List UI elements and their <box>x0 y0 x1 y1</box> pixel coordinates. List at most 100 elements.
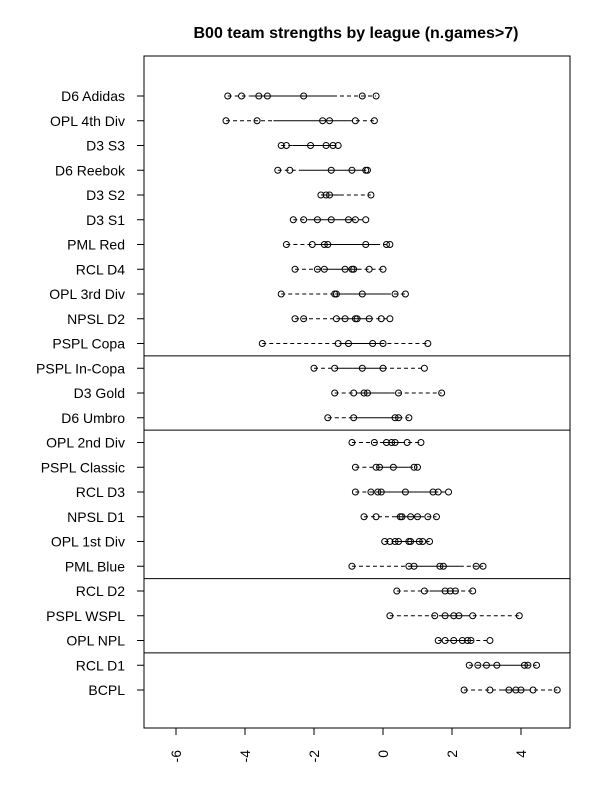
data-point <box>386 315 394 323</box>
data-point <box>424 513 432 521</box>
y-tick-label: D3 S1 <box>86 212 125 228</box>
data-point <box>363 166 371 174</box>
x-tick-label: 4 <box>513 750 529 758</box>
data-point <box>358 290 366 298</box>
data-point <box>372 513 380 521</box>
data-point <box>358 364 366 372</box>
data-point <box>520 661 528 669</box>
data-point <box>331 364 339 372</box>
data-point <box>377 488 385 496</box>
data-point <box>334 142 342 149</box>
y-tick-label: D6 Umbro <box>61 410 125 426</box>
data-point <box>324 414 332 422</box>
data-point <box>451 587 459 595</box>
data-point <box>345 340 352 347</box>
league-row-opl-3rd-div: OPL 3rd Div <box>49 286 409 302</box>
league-row-d6-adidas: D6 Adidas <box>61 88 380 104</box>
data-point <box>414 463 421 471</box>
data-point <box>512 686 520 694</box>
data-point <box>322 142 330 149</box>
y-tick-label: PSPL In-Copa <box>36 360 125 376</box>
y-tick-label: PSPL WSPL <box>46 608 125 624</box>
data-point <box>436 562 444 570</box>
data-point <box>360 389 368 397</box>
data-point <box>327 216 335 224</box>
league-row-d3-s3: D3 S3 <box>86 138 342 154</box>
data-point <box>351 117 359 125</box>
data-point <box>332 315 340 323</box>
data-point <box>379 340 387 347</box>
y-tick-label: PSPL Copa <box>52 336 125 352</box>
x-tick-label: 0 <box>375 750 391 758</box>
y-tick-label: OPL NPL <box>66 633 125 649</box>
chart-title: B00 team strengths by league (n.games>7) <box>194 25 519 42</box>
data-point <box>393 587 401 595</box>
data-point <box>434 488 442 496</box>
data-point <box>351 216 359 224</box>
data-point <box>483 661 490 669</box>
data-point <box>424 340 432 347</box>
y-tick-label: NPSL D1 <box>67 509 125 525</box>
data-point <box>341 315 349 323</box>
data-point <box>308 241 316 248</box>
data-point <box>391 414 399 422</box>
league-rows: D6 Adidas OPL 4th Div D3 S3 D6 Reebok D3 S2 D… <box>36 88 561 698</box>
data-point <box>222 117 230 125</box>
data-point <box>329 142 337 149</box>
league-row-d6-umbro: D6 Umbro <box>61 410 413 426</box>
data-point <box>367 191 375 199</box>
y-tick-label: OPL 3rd Div <box>49 286 125 302</box>
data-point <box>407 538 415 545</box>
data-point <box>493 661 501 669</box>
data-point <box>324 241 332 248</box>
data-point <box>224 92 232 100</box>
data-point <box>238 92 246 100</box>
data-point <box>426 538 434 545</box>
data-point <box>479 562 487 570</box>
data-point <box>391 439 399 446</box>
data-point <box>419 538 427 545</box>
data-point <box>388 439 396 446</box>
data-point <box>533 661 541 669</box>
y-tick-label: NPSL D2 <box>67 311 125 327</box>
data-point <box>450 612 458 620</box>
data-point <box>410 463 418 471</box>
data-point <box>379 265 387 273</box>
data-point <box>450 637 458 644</box>
data-point <box>362 216 370 224</box>
data-point <box>307 142 315 149</box>
data-point <box>332 290 340 298</box>
y-tick-label: PML Blue <box>65 558 125 574</box>
data-point <box>438 389 446 397</box>
data-point <box>379 364 387 372</box>
data-point <box>327 166 335 174</box>
data-point <box>331 389 339 397</box>
y-tick-label: PML Red <box>67 237 125 253</box>
league-row-pspl-classic: PSPL Classic <box>41 459 421 475</box>
data-point <box>403 439 411 446</box>
data-point <box>431 612 439 620</box>
y-tick-label: D6 Adidas <box>61 88 125 104</box>
data-point <box>334 340 342 347</box>
data-point <box>389 463 397 471</box>
data-point <box>407 513 415 521</box>
data-point <box>441 637 449 644</box>
league-row-opl-4th-div: OPL 4th Div <box>50 113 378 129</box>
y-tick-label: OPL 1st Div <box>51 534 125 550</box>
data-point <box>255 92 263 100</box>
data-point <box>469 587 477 595</box>
data-point <box>370 439 378 446</box>
data-point <box>282 142 290 149</box>
data-point <box>289 216 297 224</box>
data-point <box>439 562 447 570</box>
data-point <box>274 166 282 174</box>
data-point <box>372 92 380 100</box>
data-point <box>414 513 421 521</box>
data-point <box>434 637 442 644</box>
data-point <box>300 216 308 224</box>
league-row-opl-2nd-div: OPL 2nd Div <box>46 435 425 451</box>
y-tick-label: OPL 4th Div <box>50 113 125 129</box>
league-row-pspl-wspl: PSPL WSPL <box>46 608 523 624</box>
data-point <box>415 538 423 545</box>
